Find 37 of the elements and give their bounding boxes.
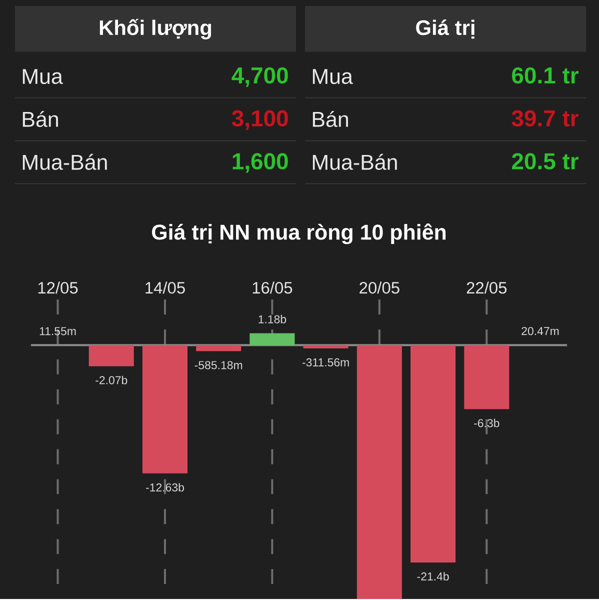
data-label: 1.18b (258, 314, 286, 324)
text: Giá trị (416, 20, 474, 39)
category-label: Bán (312, 110, 348, 127)
bar (410, 345, 456, 562)
data-label: -21.4b (417, 572, 449, 581)
text: 1,600 (232, 153, 288, 173)
text: 20.5 tr (512, 153, 578, 170)
bar (196, 345, 242, 352)
bar (250, 333, 295, 346)
x-tick-label: 12/05 (38, 282, 78, 294)
category-label: Mua (22, 69, 63, 84)
data-label: 11.55m (40, 327, 76, 336)
bar (88, 345, 134, 366)
x-tick-label: 22/05 (466, 282, 507, 294)
data-label: -2.07b (96, 376, 128, 384)
data-label: -12.63b (146, 483, 184, 492)
category-label: Bán (22, 110, 58, 127)
text: 60.1 tr (512, 67, 578, 84)
category-label: Mua-Bán (22, 154, 107, 170)
bar (356, 345, 402, 599)
bar (303, 345, 348, 348)
category-label: Mua-Bán (312, 154, 397, 170)
bar (142, 345, 188, 474)
text: 39.7 tr (512, 110, 578, 127)
x-tick-label: 20/05 (360, 282, 400, 294)
x-tick-label: 16/05 (252, 282, 292, 294)
chart-title: Giá trị NN mua ròng 10 phiên (152, 224, 446, 244)
text: 3,100 (232, 110, 288, 130)
x-tick-label: 14/05 (146, 282, 185, 294)
data-label: -311.56m (302, 358, 349, 366)
text: Khối lượng (100, 18, 212, 40)
data-label: 20.47m (522, 326, 559, 336)
text: 4,700 (232, 67, 288, 87)
category-label: Mua (312, 69, 353, 84)
bar (464, 345, 510, 410)
data-label: -6.3b (474, 418, 500, 428)
data-label: -585.18m (194, 361, 242, 370)
